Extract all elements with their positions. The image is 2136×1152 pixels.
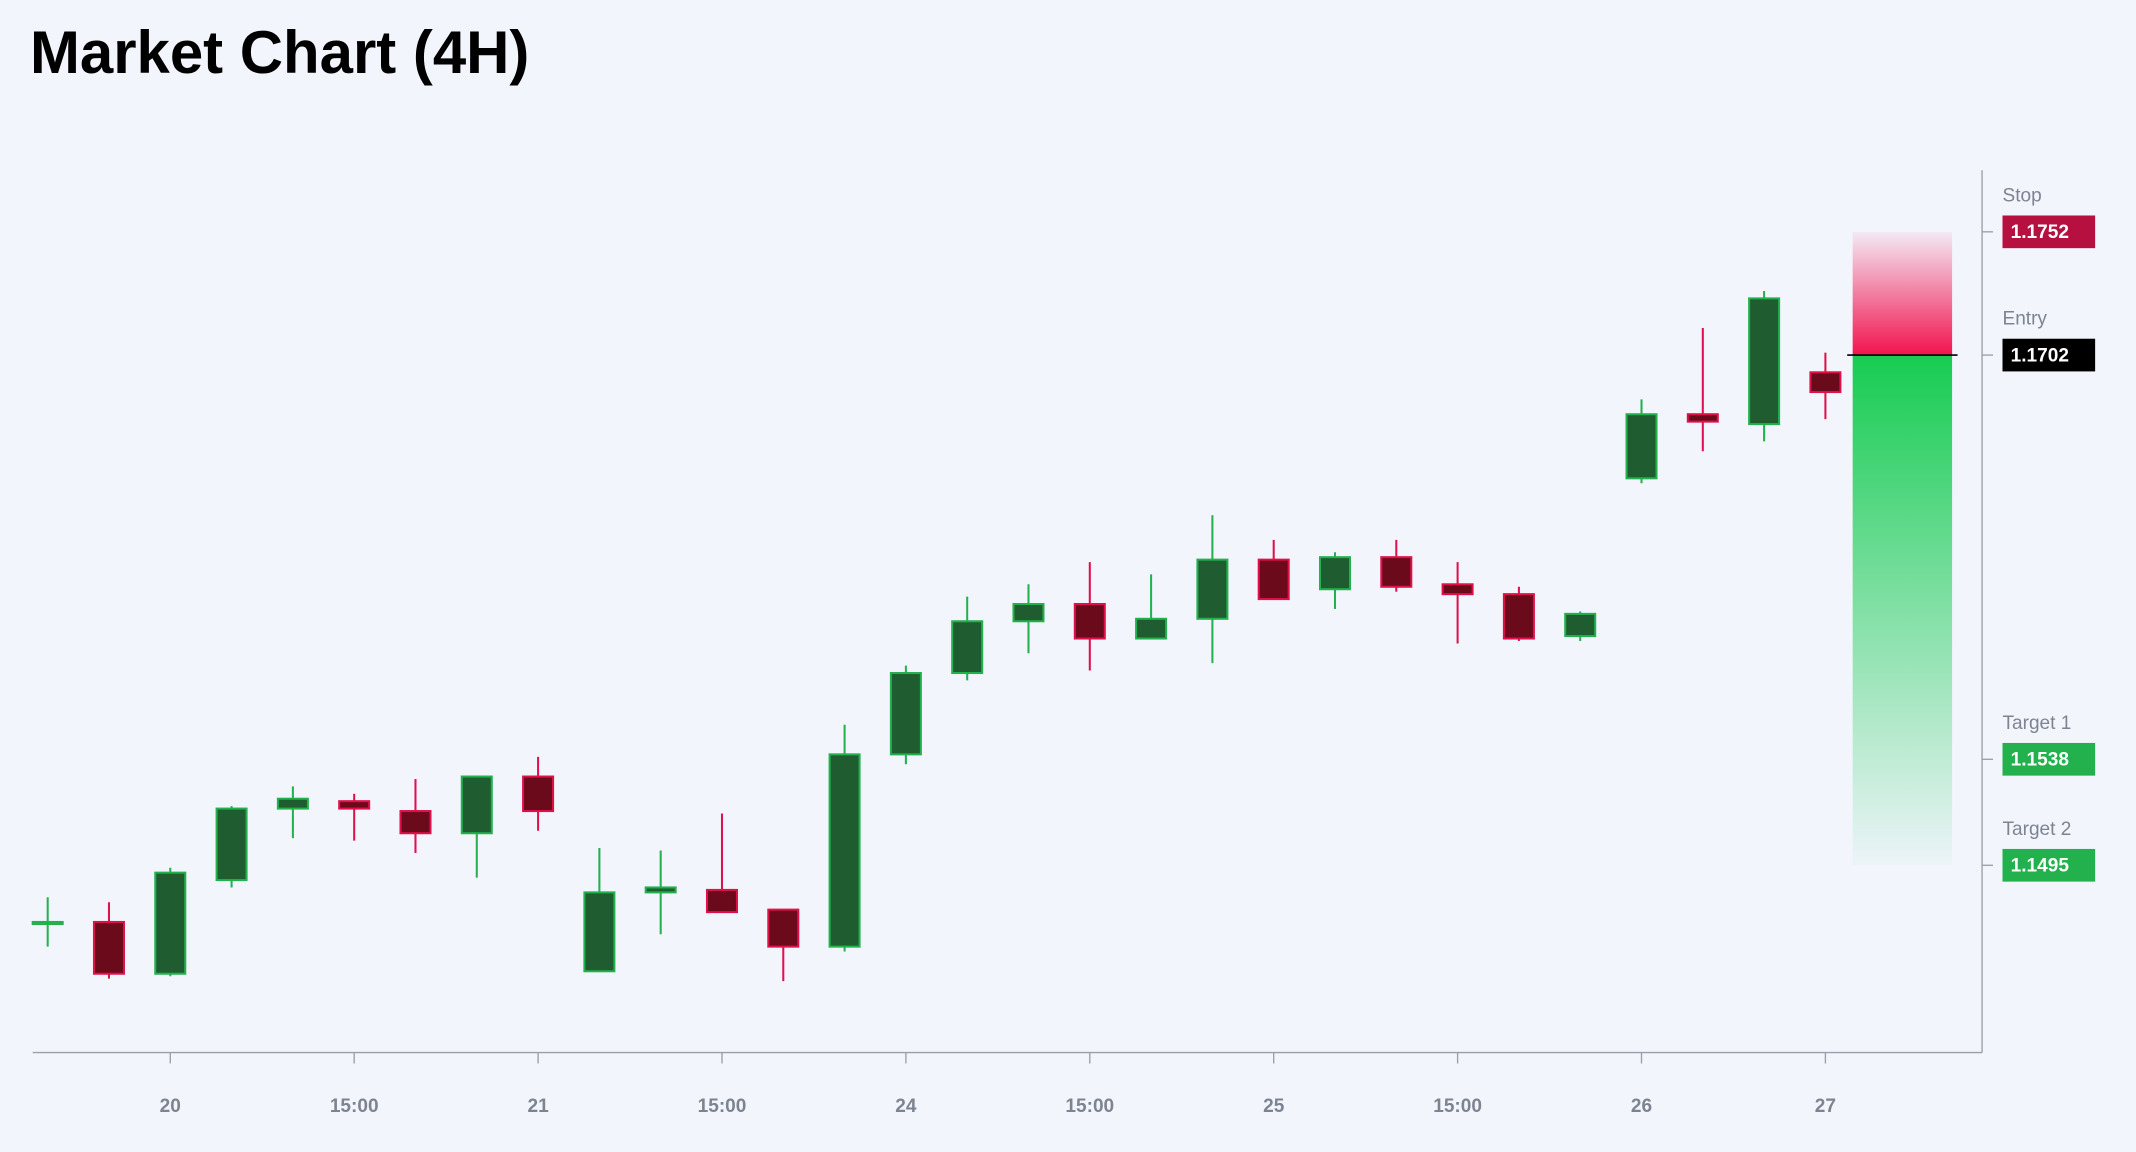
x-tick-label: 15:00 (1065, 1096, 1114, 1117)
x-tick-label: 21 (527, 1096, 549, 1117)
candle-body (828, 753, 861, 948)
level-name: Target 2 (2003, 819, 2072, 840)
candle-body (1196, 558, 1229, 620)
level-value: 1.1538 (2011, 750, 2069, 771)
x-tick-label: 25 (1263, 1096, 1285, 1117)
candle-body (460, 775, 493, 835)
candle-body (1625, 413, 1658, 480)
level-badge (2002, 742, 2096, 776)
risk-zone (1852, 231, 1953, 356)
candle-body (705, 888, 738, 914)
candle-body (1502, 593, 1535, 640)
candle-body (1380, 556, 1413, 588)
candle-body (399, 810, 432, 835)
candle-body (1686, 413, 1719, 423)
level-badge (2002, 215, 2096, 249)
candle-body (1318, 556, 1352, 591)
candle-body (951, 620, 984, 675)
level-name: Target 1 (2003, 713, 2072, 734)
level-badge (2002, 848, 2096, 882)
candle-body (1073, 602, 1106, 640)
level-value: 1.1752 (2011, 222, 2069, 243)
candle-body (889, 672, 922, 756)
candle-body (644, 886, 677, 894)
candle-body (1441, 583, 1474, 596)
level-name: Entry (2003, 309, 2048, 330)
x-tick-label: 15:00 (1433, 1096, 1482, 1117)
candle-body (1012, 602, 1045, 623)
candle-body (583, 891, 616, 973)
level-name: Stop (2003, 185, 2042, 206)
level-value: 1.1702 (2011, 345, 2069, 366)
candle-body (31, 920, 64, 926)
x-tick-label: 20 (160, 1096, 181, 1117)
x-tick-label: 15:00 (330, 1096, 379, 1117)
chart-title: Market Chart (4H) (30, 19, 529, 86)
candle-body (154, 871, 187, 975)
level-badge (2002, 338, 2096, 372)
x-tick-label: 24 (895, 1096, 917, 1117)
candle-body (1564, 612, 1597, 638)
x-tick-label: 27 (1815, 1096, 1836, 1117)
x-tick-label: 15:00 (698, 1096, 747, 1117)
candle-body (1135, 617, 1168, 640)
x-tick-label: 26 (1631, 1096, 1652, 1117)
candle-body (92, 920, 125, 975)
candle-body (338, 800, 371, 810)
candle-body (522, 775, 555, 813)
reward-zone (1852, 355, 1953, 866)
candle-body (1809, 371, 1842, 394)
candle-body (215, 807, 248, 882)
candle-body (276, 797, 309, 810)
candle-body (1257, 558, 1290, 601)
candle-body (1748, 297, 1781, 426)
level-value: 1.1495 (2011, 856, 2070, 877)
candle-body (767, 908, 800, 948)
